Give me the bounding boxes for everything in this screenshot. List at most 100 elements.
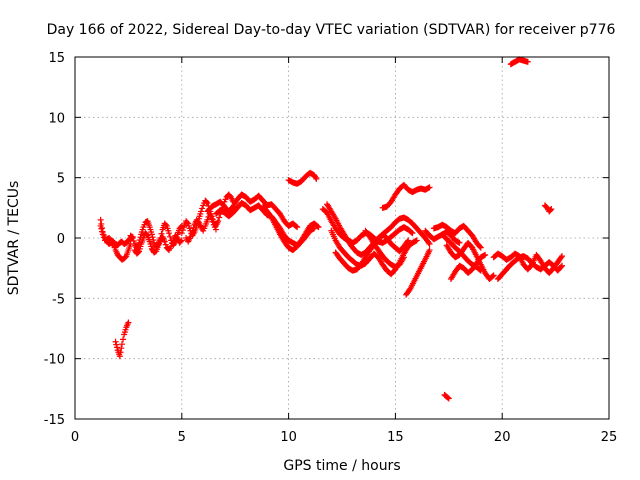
data-point <box>426 247 433 254</box>
x-tick-label: 25 <box>601 430 618 445</box>
data-point <box>476 243 483 250</box>
data-point <box>456 239 463 246</box>
y-axis-title: SDTVAR / TECUs <box>6 181 22 296</box>
data-point <box>118 345 125 352</box>
data-point <box>426 184 433 191</box>
data-point <box>524 58 531 65</box>
data-point <box>204 200 211 207</box>
series-track-n <box>332 231 412 274</box>
data-point <box>135 249 142 256</box>
data-point <box>311 225 318 232</box>
data-point <box>558 263 565 270</box>
data-point <box>314 223 321 230</box>
data-point <box>98 225 105 232</box>
data-point <box>117 349 124 356</box>
plot-frame <box>74 56 610 420</box>
series-track-f <box>183 210 219 245</box>
data-point <box>188 230 195 237</box>
y-tick-label: 0 <box>57 232 65 247</box>
series-track-y <box>541 202 555 215</box>
data-point <box>312 174 319 181</box>
series-track-g <box>204 191 301 231</box>
data-point <box>178 230 185 237</box>
series-track-i <box>259 203 318 254</box>
y-tick-label: 10 <box>48 111 65 126</box>
data-point <box>315 224 322 231</box>
data-point <box>477 244 484 251</box>
series-track-d <box>131 230 185 257</box>
data-point <box>482 251 489 258</box>
data-point <box>161 238 168 245</box>
x-tick-labels: 0 5 10 15 20 25 <box>71 430 617 445</box>
x-tick-label: 20 <box>494 430 511 445</box>
data-point <box>404 238 411 245</box>
data-point <box>165 230 172 237</box>
data-point <box>99 231 106 238</box>
data-point <box>208 215 215 222</box>
data-point <box>547 206 554 213</box>
data-point <box>476 266 483 273</box>
data-point <box>293 223 300 230</box>
data-point <box>189 227 196 234</box>
data-point <box>216 214 223 221</box>
data-point <box>409 230 416 237</box>
data-point <box>125 319 132 326</box>
data-point <box>204 216 211 223</box>
data-point <box>294 224 301 231</box>
data-point <box>212 226 219 233</box>
series-track-j <box>285 169 320 187</box>
data-point <box>559 253 566 260</box>
data-point <box>444 394 451 401</box>
data-point <box>99 228 106 235</box>
data-point <box>128 234 135 241</box>
x-tick-label: 0 <box>71 430 79 445</box>
x-axis-title: GPS time / hours <box>283 458 400 474</box>
y-tick-label: -15 <box>44 413 65 428</box>
data-point <box>209 218 216 225</box>
data-point <box>114 344 121 351</box>
data-point <box>169 240 176 247</box>
data-point <box>120 336 127 343</box>
data-point <box>489 273 496 280</box>
y-tick-labels: -15 -10 -5 0 5 10 15 <box>44 51 65 428</box>
y-tick-label: -10 <box>44 353 65 368</box>
data-points <box>97 56 566 402</box>
series-track-s <box>430 221 484 251</box>
data-point <box>477 267 484 274</box>
series-track-x <box>490 250 566 276</box>
data-point <box>490 272 497 279</box>
x-tick-label: 5 <box>178 430 186 445</box>
data-point <box>118 341 125 348</box>
data-point <box>162 221 169 228</box>
series-track-m <box>328 227 420 278</box>
data-point <box>112 338 119 345</box>
series-track-c <box>127 218 185 252</box>
data-point <box>178 237 185 244</box>
data-point <box>400 254 407 261</box>
series-track-b <box>97 222 136 249</box>
data-point <box>168 243 175 250</box>
series-track-z <box>507 56 531 68</box>
data-point <box>97 222 104 229</box>
data-point <box>179 227 186 234</box>
data-point <box>129 235 136 241</box>
data-point <box>113 341 120 348</box>
series-track-bb <box>112 319 132 360</box>
data-point <box>215 218 222 225</box>
data-point <box>426 241 433 248</box>
data-point <box>203 199 210 206</box>
data-point <box>558 254 565 261</box>
data-point <box>162 241 169 248</box>
data-point <box>187 233 194 240</box>
y-tick-label: 5 <box>57 172 65 187</box>
data-point <box>408 229 415 236</box>
data-point <box>199 205 206 212</box>
data-point <box>405 237 412 244</box>
data-point <box>559 262 566 269</box>
series-track-aa <box>441 391 452 402</box>
x-tick-label: 10 <box>280 430 297 445</box>
data-point <box>190 224 197 231</box>
data-point <box>425 239 432 246</box>
data-point <box>97 216 104 223</box>
